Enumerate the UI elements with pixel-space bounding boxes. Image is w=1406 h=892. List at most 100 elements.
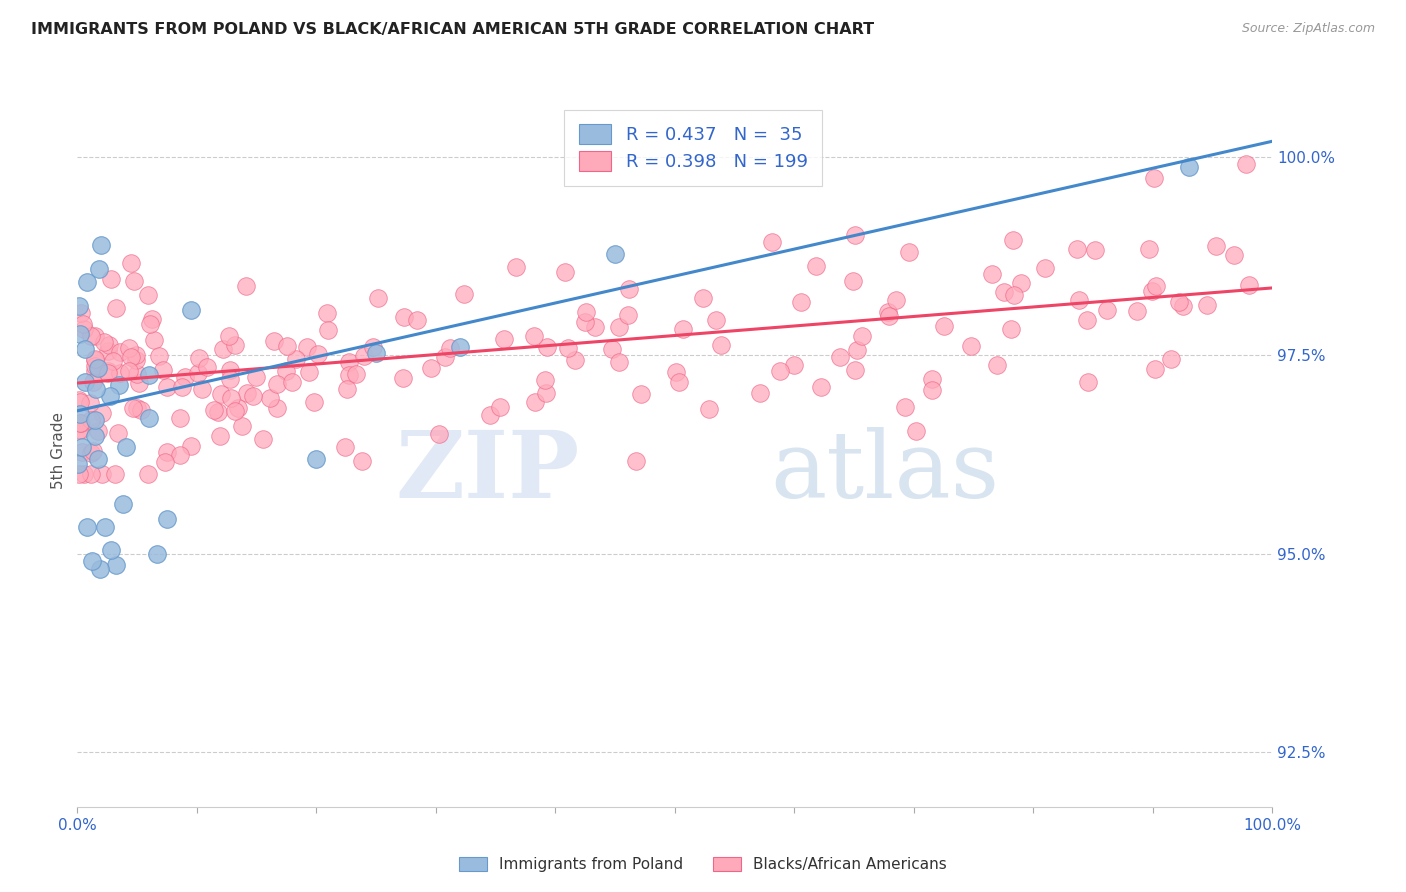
Point: [187, 366, 209, 380]
Point: [242, 389, 264, 403]
Legend: Immigrants from Poland, Blacks/African Americans: Immigrants from Poland, Blacks/African A…: [451, 849, 955, 880]
Point: [609, 355, 631, 369]
Point: [583, 319, 606, 334]
Point: [142, 333, 165, 347]
Point: [187, 351, 209, 365]
Point: [986, 359, 1008, 373]
Point: [224, 404, 246, 418]
Point: [630, 387, 652, 401]
Point: [97, 367, 120, 381]
Point: [1171, 299, 1194, 313]
Point: [392, 371, 415, 385]
Point: [73, 342, 96, 356]
Point: [439, 341, 461, 355]
Point: [921, 383, 943, 397]
Point: [1076, 313, 1098, 327]
Point: [492, 333, 515, 347]
Point: [125, 353, 148, 368]
Point: [406, 312, 429, 326]
Point: [97, 344, 120, 359]
Point: [80, 554, 103, 568]
Point: [1000, 322, 1022, 336]
Point: [668, 375, 690, 389]
Point: [699, 402, 721, 417]
Point: [1237, 277, 1260, 292]
Point: [153, 455, 176, 469]
Point: [1167, 295, 1189, 310]
Point: [118, 341, 141, 355]
Point: [934, 319, 956, 334]
Point: [841, 275, 863, 289]
Point: [104, 558, 127, 573]
Point: [148, 349, 170, 363]
Point: [1143, 170, 1166, 185]
Point: [138, 411, 160, 425]
Point: [575, 305, 598, 319]
Point: [574, 315, 596, 329]
Point: [122, 401, 145, 415]
Point: [1066, 242, 1088, 256]
Point: [505, 260, 527, 274]
Point: [104, 301, 127, 315]
Point: [316, 306, 339, 320]
Point: [141, 311, 163, 326]
Point: [602, 343, 624, 357]
Point: [749, 385, 772, 400]
Point: [534, 373, 557, 387]
Point: [83, 363, 105, 377]
Point: [1002, 288, 1025, 302]
Point: [191, 382, 214, 396]
Point: [392, 310, 415, 325]
Point: [156, 512, 179, 526]
Point: [710, 338, 733, 352]
Point: [305, 452, 328, 467]
Point: [111, 497, 134, 511]
Point: [67, 392, 90, 407]
Point: [75, 375, 97, 389]
Point: [218, 329, 240, 343]
Point: [94, 519, 117, 533]
Point: [90, 238, 112, 252]
Point: [564, 353, 586, 368]
Point: [117, 364, 139, 378]
Point: [231, 419, 253, 434]
Point: [1144, 278, 1167, 293]
Point: [67, 467, 90, 482]
Point: [361, 340, 384, 354]
Point: [295, 340, 318, 354]
Point: [138, 467, 160, 482]
Point: [146, 547, 169, 561]
Point: [110, 344, 132, 359]
Point: [419, 361, 441, 376]
Point: [107, 425, 129, 440]
Point: [128, 376, 150, 390]
Point: [226, 401, 249, 416]
Point: [129, 403, 152, 417]
Point: [536, 340, 558, 354]
Point: [993, 285, 1015, 299]
Point: [523, 394, 546, 409]
Point: [89, 562, 111, 576]
Point: [1144, 362, 1167, 376]
Point: [665, 365, 688, 379]
Point: [1095, 303, 1118, 318]
Text: IMMIGRANTS FROM POLAND VS BLACK/AFRICAN AMERICAN 5TH GRADE CORRELATION CHART: IMMIGRANTS FROM POLAND VS BLACK/AFRICAN …: [31, 22, 875, 37]
Point: [350, 453, 373, 467]
Point: [138, 368, 160, 383]
Point: [208, 429, 231, 443]
Point: [97, 363, 120, 377]
Point: [79, 396, 101, 410]
Point: [125, 348, 148, 362]
Point: [84, 353, 107, 368]
Point: [981, 267, 1004, 281]
Point: [557, 341, 579, 355]
Point: [69, 394, 91, 409]
Point: [98, 389, 121, 403]
Point: [125, 367, 148, 381]
Point: [70, 416, 93, 430]
Point: [1195, 298, 1218, 312]
Point: [84, 359, 107, 373]
Point: [449, 340, 471, 354]
Point: [101, 354, 124, 368]
Point: [276, 339, 298, 353]
